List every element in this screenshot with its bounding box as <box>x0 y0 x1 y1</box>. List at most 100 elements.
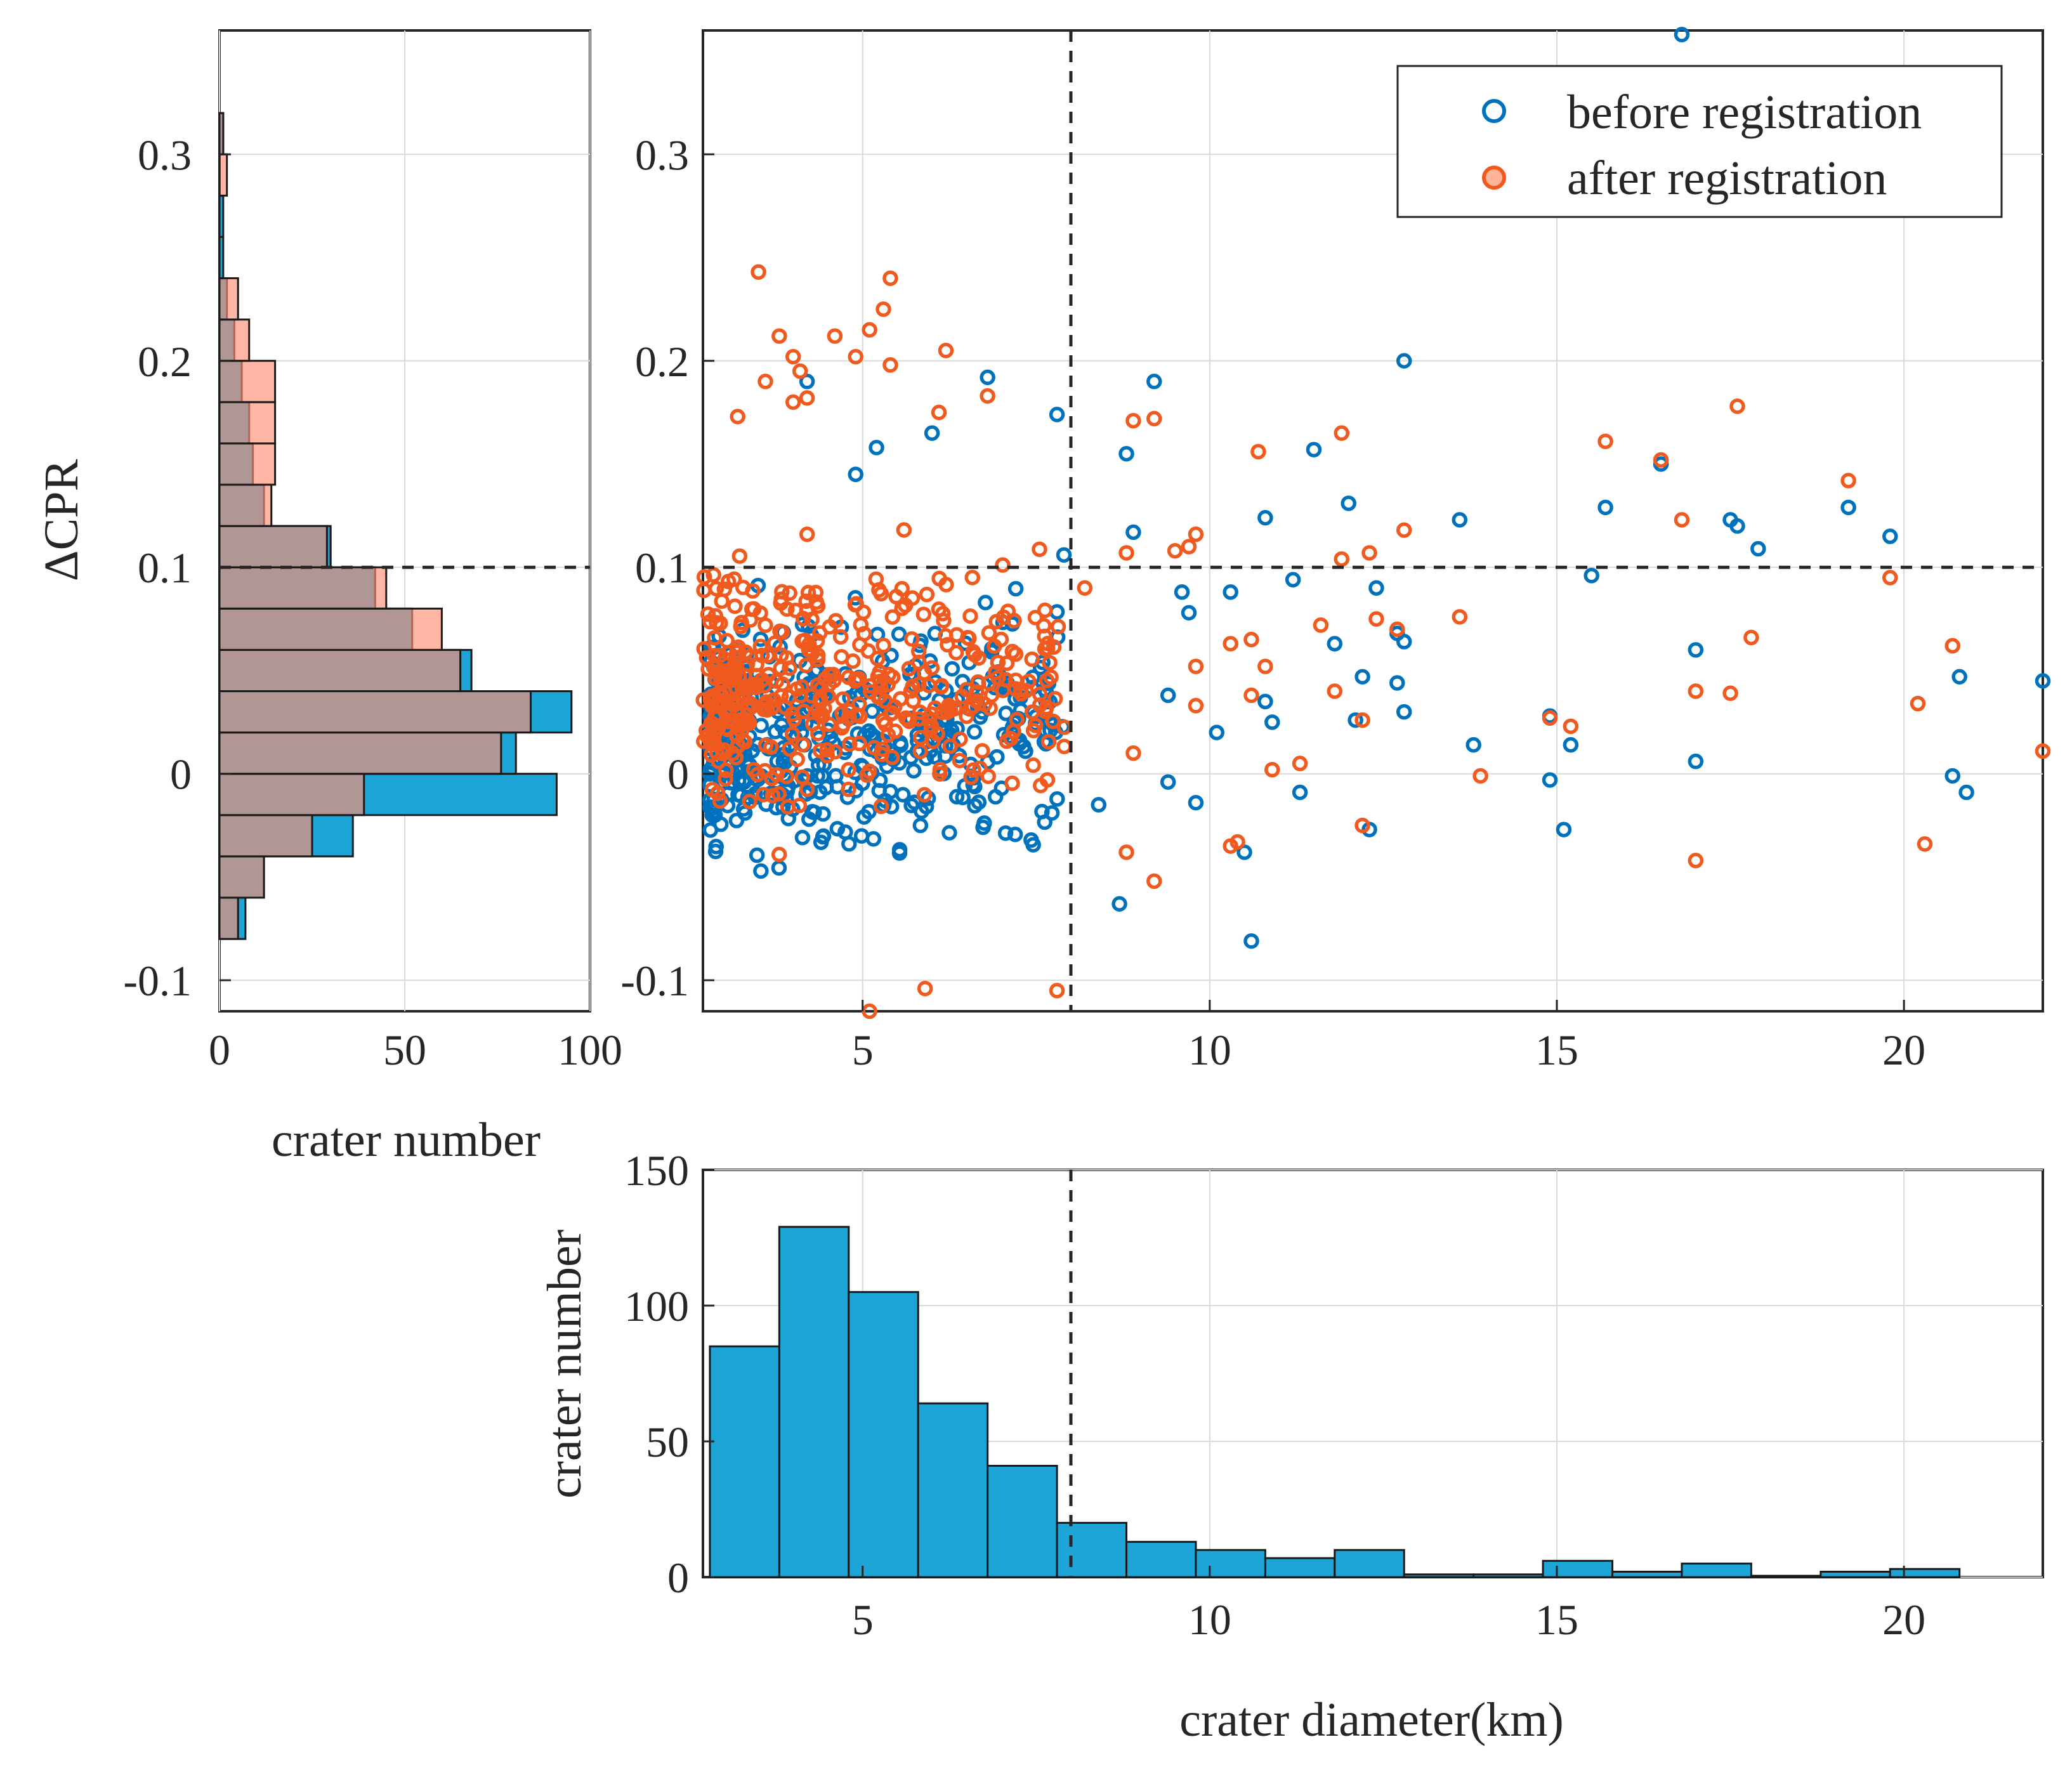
legend-marker-before <box>1482 99 1506 123</box>
scatter-point-after <box>1118 545 1134 561</box>
scatter-point-after <box>1674 512 1690 528</box>
scatter-point-after <box>1118 844 1134 860</box>
scatter-point-before <box>841 836 857 852</box>
scatter-point-after <box>799 390 815 406</box>
scatter-point-after <box>903 631 920 647</box>
scatter-point-before <box>1396 634 1412 650</box>
scatter-point-before <box>941 825 957 841</box>
scatter-point-after <box>882 357 898 373</box>
scatter-point-before <box>1597 499 1613 516</box>
scatter-point-after <box>757 374 773 390</box>
scatter-point-after <box>1243 687 1259 704</box>
scatter-point-after <box>1396 522 1412 538</box>
scatter-point-before <box>865 831 882 847</box>
scatter-point-before <box>869 440 884 456</box>
scatter-point-before <box>997 825 1014 841</box>
left-histogram-bar-after <box>218 566 388 610</box>
scatter-point-after <box>774 584 790 600</box>
scatter-point-after <box>729 655 745 671</box>
scatter-point-after <box>766 692 782 708</box>
scatter-point-before <box>1209 724 1225 740</box>
scatter-point-after <box>742 648 758 664</box>
scatter-point-after <box>917 980 933 997</box>
scatter-point-after <box>1243 631 1259 648</box>
scatter-point-before <box>1091 797 1107 813</box>
scatter-point-after <box>915 606 932 622</box>
scatter-point-after <box>834 705 850 721</box>
scatter-point-after <box>859 767 875 783</box>
scatter-point-after <box>1077 580 1093 596</box>
scatter-point-after <box>912 704 928 720</box>
scatter-point-after <box>980 768 996 784</box>
scatter-point-after <box>1944 638 1960 654</box>
scatter-point-after <box>931 601 947 617</box>
scatter-x-tick-label: 20 <box>1882 1026 1925 1074</box>
bottom-histogram-x-tick-label: 5 <box>852 1596 874 1644</box>
scatter-point-after <box>901 660 917 677</box>
bottom-histogram-bar <box>1889 1568 1961 1578</box>
scatter-point-after <box>752 605 768 621</box>
scatter-point-after <box>874 746 890 763</box>
scatter-point-after <box>884 609 901 625</box>
scatter-point-before <box>903 797 919 813</box>
scatter-point-before <box>966 724 983 740</box>
scatter-point-after <box>1563 718 1579 735</box>
scatter-point-after <box>771 328 787 344</box>
scatter-point-before <box>848 466 863 483</box>
scatter-point-after <box>785 348 801 365</box>
scatter-point-after <box>1188 659 1204 674</box>
scatter-point-after <box>775 676 790 692</box>
scatter-point-after <box>948 645 964 661</box>
scatter-point-before <box>864 703 881 719</box>
scatter-point-after <box>801 642 817 659</box>
scatter-point-before <box>828 768 844 783</box>
left-histogram-x-tick-label: 50 <box>383 1026 426 1074</box>
scatter-point-before <box>1188 795 1204 811</box>
scatter-point-after <box>771 846 787 863</box>
scatter-point-before <box>1049 407 1065 423</box>
scatter-point-after <box>1125 412 1141 429</box>
scatter-point-after <box>737 667 752 684</box>
bottom-histogram-y-label: crater number <box>538 1229 591 1498</box>
scatter-point-before <box>980 369 995 386</box>
scatter-point-after <box>721 669 737 686</box>
bottom-histogram-bar <box>1264 1557 1336 1578</box>
bottom-histogram-bar <box>1125 1540 1197 1578</box>
scatter-point-before <box>728 813 745 829</box>
scatter-point-before <box>712 816 729 832</box>
scatter-point-before <box>1396 353 1412 369</box>
scatter-point-after <box>1334 551 1350 567</box>
scatter-point-after <box>1050 619 1066 635</box>
scatter-point-after <box>853 617 869 633</box>
scatter-point-after <box>841 669 856 685</box>
scatter-point-after <box>868 571 884 587</box>
scatter-point-before <box>1236 844 1252 860</box>
scatter-point-before <box>1396 704 1412 720</box>
scatter-point-before <box>924 425 940 441</box>
scatter-point-after <box>993 631 1009 648</box>
scatter-point-after <box>726 697 742 713</box>
scatter-point-after <box>1004 775 1020 791</box>
scatter-point-after <box>708 580 725 597</box>
scatter-point-after <box>1327 683 1343 699</box>
left-histogram-bar-after <box>218 607 443 651</box>
scatter-point-before <box>1389 675 1405 691</box>
scatter-point-before <box>1007 827 1023 842</box>
scatter-point-before <box>998 705 1014 721</box>
scatter-point-after <box>1597 433 1613 449</box>
scatter-point-after <box>804 716 821 732</box>
scatter-point-after <box>1472 768 1488 784</box>
bottom-histogram-bar <box>1195 1549 1266 1578</box>
scatter-point-after <box>961 630 977 646</box>
scatter-point-before <box>891 842 908 858</box>
scatter-point-after <box>794 679 810 695</box>
scatter-point-before <box>1264 714 1280 730</box>
scatter-point-after <box>718 771 733 787</box>
bottom-histogram-y-tick-label: 150 <box>624 1146 689 1195</box>
scatter-point-after <box>835 691 851 707</box>
scatter-point-after <box>1024 651 1040 667</box>
scatter-point-before <box>1882 528 1898 544</box>
left-histogram-panel: 0 50 100 -0.1 0 0.1 0.2 0.3 <box>123 29 622 1074</box>
scatter-point-after <box>792 363 808 379</box>
scatter-point-after <box>764 788 781 804</box>
